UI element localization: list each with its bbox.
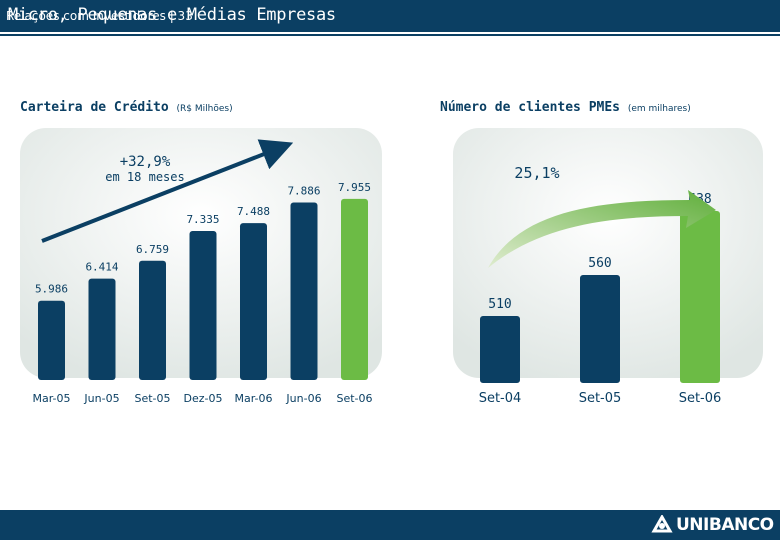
credit-chart-title-text: Carteira de Crédito: [20, 100, 169, 115]
credit-bar-5: [290, 202, 318, 380]
credit-bar-0: [38, 300, 65, 380]
page-title: Micro, Pequenas e Médias Empresas: [8, 5, 336, 25]
credit-bar-6: [341, 198, 368, 380]
unibanco-logo-text: UNIBANCO: [676, 515, 774, 535]
growth-arrow-clients: [488, 190, 716, 268]
credit-value-label-2: 6.759: [136, 243, 169, 256]
credit-category-label-4: Mar-06: [234, 392, 272, 405]
clients-value-label-1: 560: [588, 256, 611, 271]
credit-chart-title: Carteira de Crédito (R$ Milhões): [20, 100, 233, 115]
credit-value-label-0: 5.986: [35, 283, 68, 296]
credit-category-label-2: Set-05: [134, 392, 170, 405]
credit-category-label-3: Dez-05: [184, 392, 223, 405]
clients-category-label-2: Set-06: [679, 391, 722, 406]
header-bar: [0, 0, 780, 32]
clients-value-label-0: 510: [488, 297, 511, 312]
credit-value-label-3: 7.335: [186, 213, 219, 226]
credit-growth-period: em 18 meses: [105, 170, 184, 184]
header-rule: [0, 34, 780, 36]
credit-chart-unit: (R$ Milhões): [176, 104, 233, 114]
credit-value-label-1: 6.414: [85, 261, 118, 274]
credit-bar-4: [240, 223, 267, 380]
credit-category-label-1: Jun-05: [83, 392, 119, 405]
credit-bar-1: [88, 278, 116, 380]
credit-bar-2: [139, 260, 166, 380]
footer-bar: [0, 510, 780, 540]
credit-category-label-0: Mar-05: [32, 392, 70, 405]
clients-chart-title-text: Número de clientes PMEs: [440, 100, 621, 115]
unibanco-logo-icon: [651, 515, 673, 533]
credit-value-label-5: 7.886: [287, 184, 320, 197]
credit-category-label-6: Set-06: [336, 392, 372, 405]
growth-arrow-credit: [41, 139, 294, 243]
credit-value-label-6: 7.955: [338, 181, 371, 194]
clients-chart-title: Número de clientes PMEs (em milhares): [440, 100, 691, 115]
clients-bar-2: [680, 211, 720, 383]
footer-text: Relações com Investidores | 33: [6, 9, 193, 23]
credit-category-label-5: Jun-06: [285, 392, 321, 405]
clients-growth-label: 25,1%: [514, 164, 559, 182]
clients-category-label-1: Set-05: [579, 391, 622, 406]
credit-bar-3: [189, 230, 217, 380]
clients-bar-0: [480, 316, 520, 383]
clients-category-label-0: Set-04: [479, 391, 522, 406]
credit-growth-label: +32,9%: [120, 154, 171, 170]
clients-bar-1: [580, 275, 620, 383]
credit-value-label-4: 7.488: [237, 205, 270, 218]
clients-chart-unit: (em milhares): [627, 104, 691, 114]
